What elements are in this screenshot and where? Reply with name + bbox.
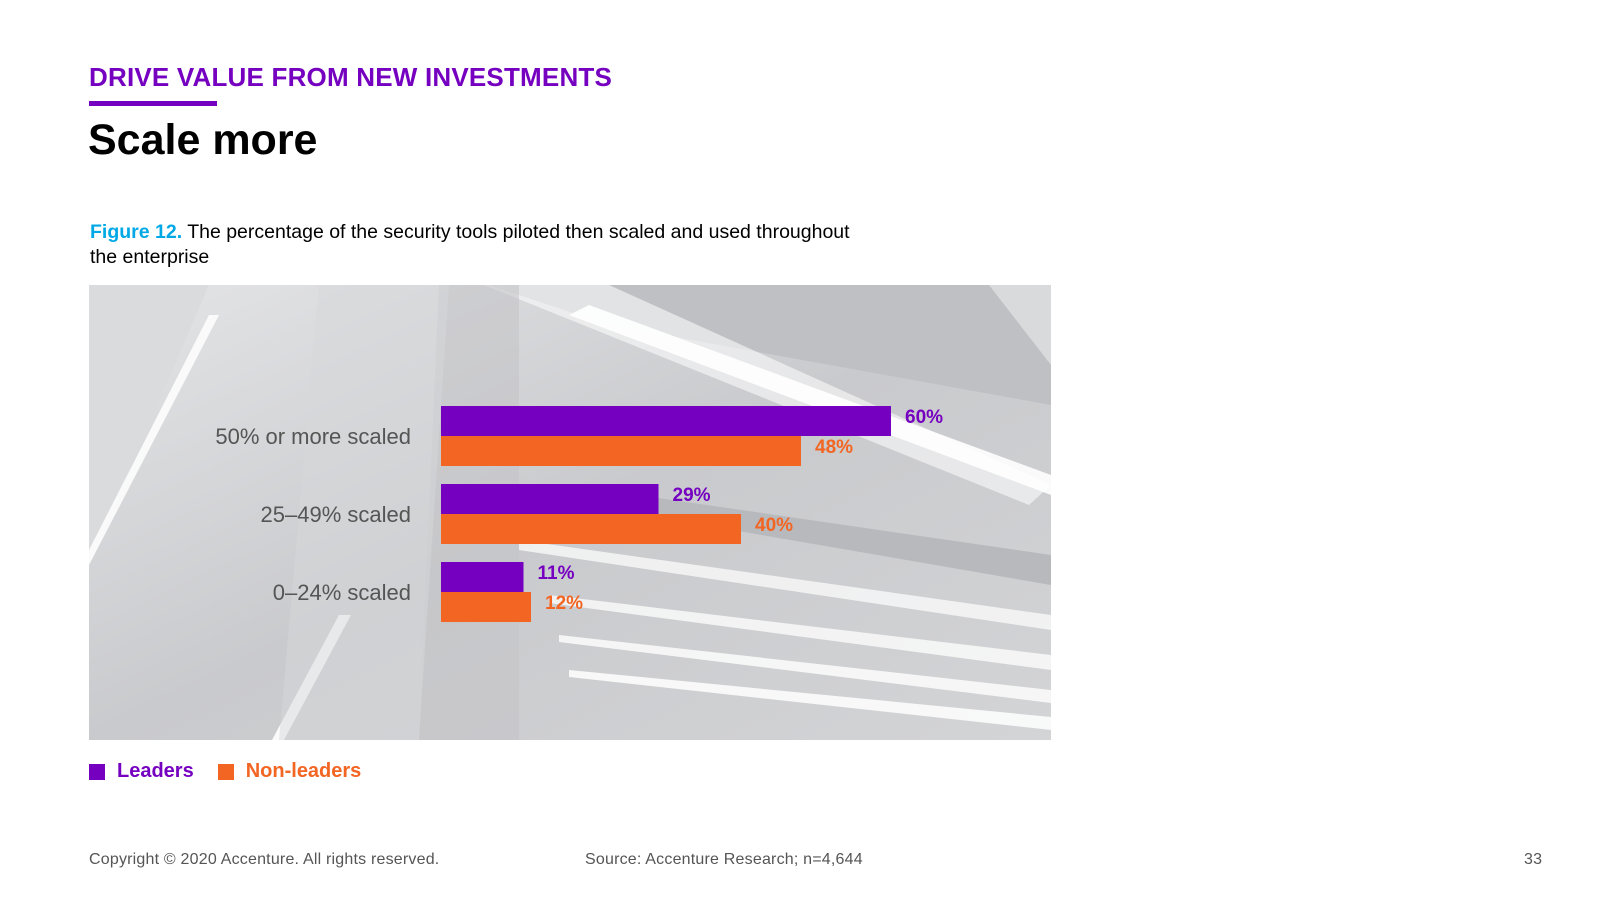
- kicker-underline: [89, 101, 217, 106]
- bar-leaders: [441, 406, 891, 436]
- bar-chart: 50% or more scaled 60% 48% 25–49% scaled 29%…: [89, 285, 1051, 740]
- page-number: 33: [1524, 851, 1543, 868]
- category-label: 50% or more scaled: [215, 424, 411, 449]
- figure-label: Figure 12.: [90, 221, 183, 243]
- data-label-non-leaders: 40%: [755, 515, 793, 536]
- legend-swatch-leaders: [89, 763, 105, 780]
- data-label-non-leaders: 48%: [815, 437, 853, 458]
- bar-leaders: [441, 562, 524, 592]
- data-label-leaders: 60%: [905, 407, 943, 428]
- figure-caption: Figure 12. The percentage of the securit…: [90, 220, 850, 270]
- legend-item-leaders: Leaders: [89, 760, 194, 783]
- bar-non-leaders: [441, 514, 741, 544]
- legend-label-non-leaders: Non-leaders: [245, 760, 362, 782]
- data-label-leaders: 11%: [538, 563, 575, 584]
- data-label-non-leaders: 12%: [545, 593, 583, 614]
- chart-panel: 50% or more scaled 60% 48% 25–49% scaled 29%…: [89, 285, 1051, 740]
- chart-legend: Leaders Non-leaders: [89, 760, 385, 783]
- category-label: 0–24% scaled: [273, 580, 411, 605]
- data-label-leaders: 29%: [673, 485, 711, 506]
- footer-copyright: Copyright © 2020 Accenture. All rights r…: [89, 851, 440, 868]
- footer-source: Source: Accenture Research; n=4,644: [585, 851, 863, 868]
- bar-non-leaders: [441, 592, 531, 622]
- category-label: 25–49% scaled: [261, 502, 411, 527]
- page-title: Scale more: [88, 116, 318, 164]
- legend-label-leaders: Leaders: [117, 760, 194, 782]
- bars-layer: 50% or more scaled 60% 48% 25–49% scaled 29%…: [215, 406, 943, 622]
- figure-caption-text: The percentage of the security tools pil…: [90, 221, 850, 268]
- legend-item-non-leaders: Non-leaders: [217, 760, 362, 783]
- bar-leaders: [441, 484, 659, 514]
- background-photo: [89, 285, 1051, 740]
- legend-swatch-non-leaders: [217, 763, 234, 780]
- section-kicker: DRIVE VALUE FROM NEW INVESTMENTS: [89, 62, 613, 92]
- bar-non-leaders: [441, 436, 801, 466]
